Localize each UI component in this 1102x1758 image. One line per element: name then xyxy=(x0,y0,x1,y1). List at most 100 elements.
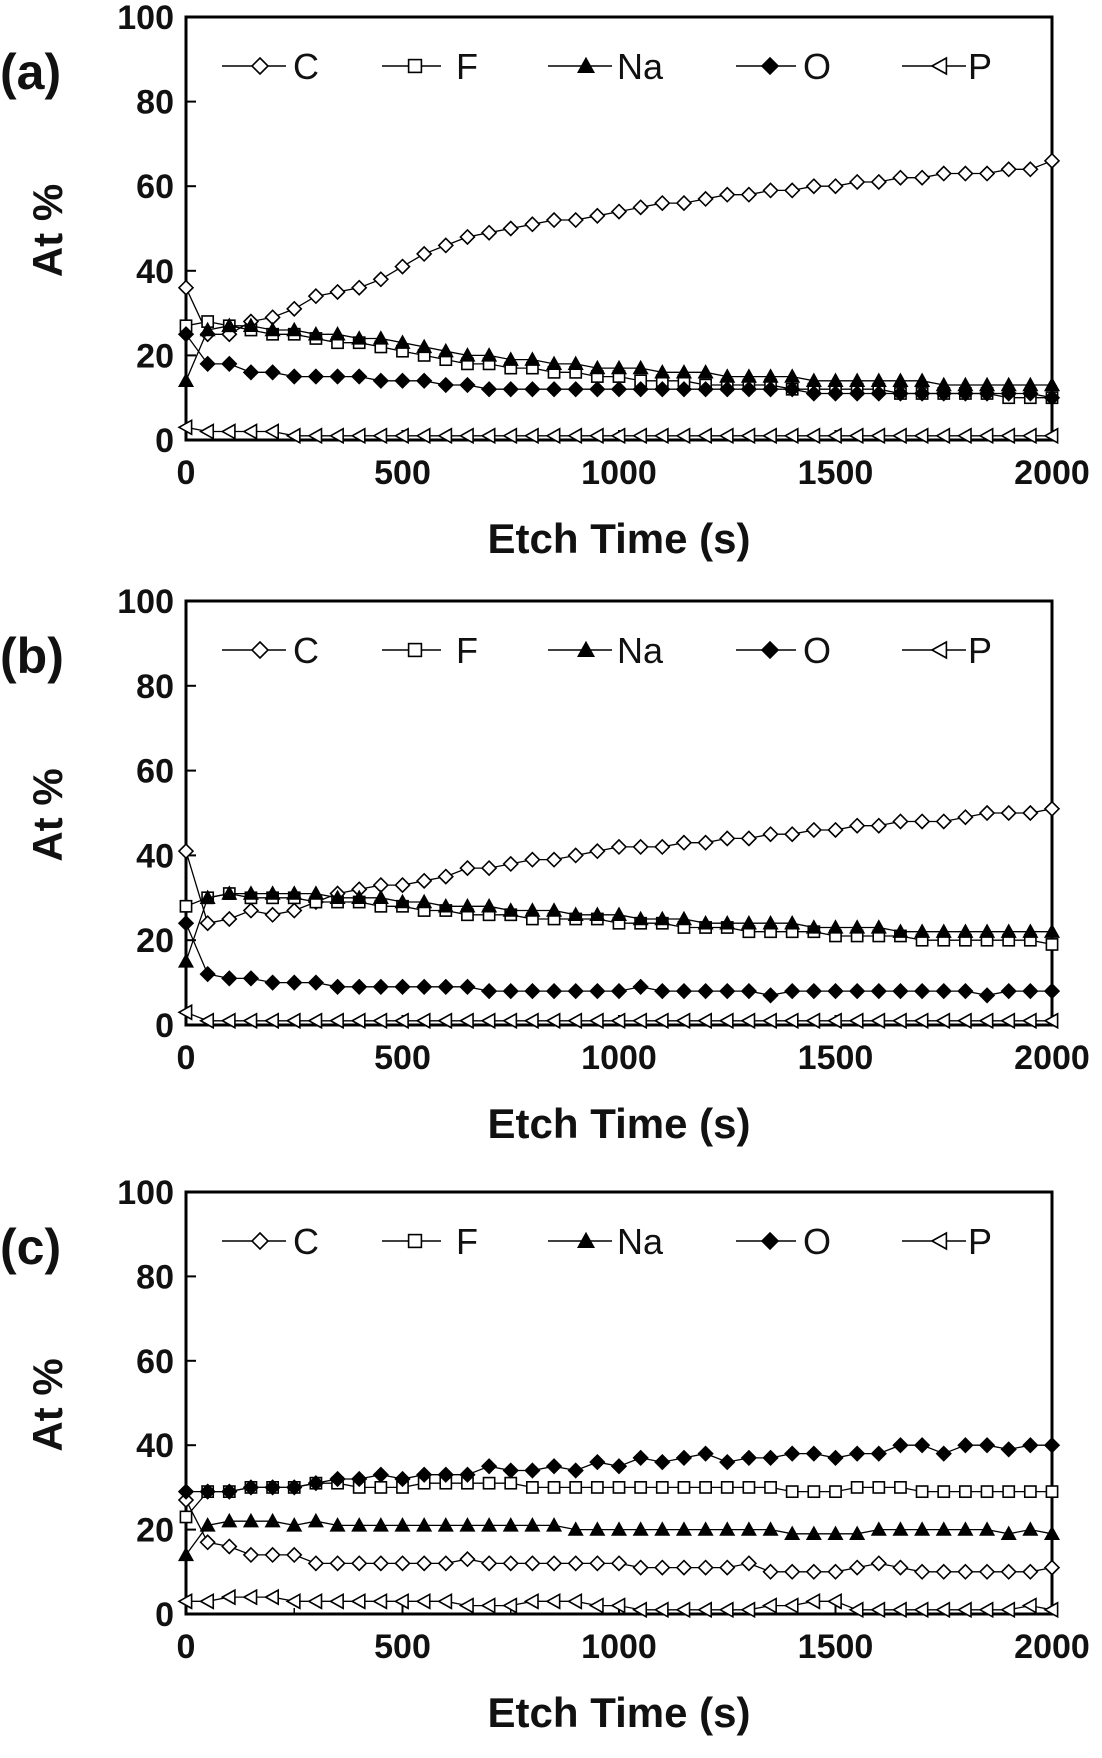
legend-label: F xyxy=(456,1221,478,1262)
data-point xyxy=(177,1546,195,1562)
data-point xyxy=(870,817,887,834)
data-point xyxy=(199,915,216,932)
data-point xyxy=(502,855,519,873)
legend-label: Na xyxy=(617,46,664,87)
y-axis-label: At % xyxy=(24,1358,71,1451)
data-point xyxy=(978,1601,994,1619)
data-point xyxy=(307,288,325,305)
data-point xyxy=(1043,376,1061,392)
data-point xyxy=(1043,1525,1061,1541)
data-point xyxy=(849,372,866,387)
data-point xyxy=(696,1601,713,1619)
data-point xyxy=(524,381,541,398)
data-point xyxy=(545,1555,563,1572)
data-point xyxy=(221,970,238,987)
data-point xyxy=(264,906,281,923)
data-point xyxy=(675,427,691,445)
data-point xyxy=(199,1534,216,1551)
data-point xyxy=(978,427,994,445)
data-point xyxy=(805,982,822,1000)
data-point xyxy=(957,982,974,1000)
data-point xyxy=(525,1481,539,1494)
data-point xyxy=(675,381,693,398)
data-point xyxy=(1043,389,1061,406)
data-point xyxy=(263,423,280,440)
data-point xyxy=(351,978,368,995)
legend-marker xyxy=(930,56,948,76)
data-point xyxy=(892,813,909,830)
data-point xyxy=(524,902,541,917)
data-point xyxy=(1022,385,1039,402)
data-point xyxy=(177,372,195,387)
data-point xyxy=(242,364,260,381)
data-point xyxy=(632,838,649,856)
data-point xyxy=(1002,1485,1016,1499)
series-p xyxy=(177,1588,1059,1619)
data-point xyxy=(913,982,931,1000)
data-point xyxy=(502,902,519,917)
data-point xyxy=(935,1601,951,1619)
legend-label: O xyxy=(803,46,831,87)
data-point xyxy=(632,1012,648,1030)
data-point xyxy=(372,978,389,995)
data-point xyxy=(807,1485,821,1499)
data-point xyxy=(979,923,996,938)
data-point xyxy=(935,165,952,182)
data-point xyxy=(437,342,454,358)
data-point xyxy=(374,1481,388,1494)
data-point xyxy=(654,381,671,398)
x-tick-label: 1500 xyxy=(798,1628,874,1666)
data-point xyxy=(480,427,496,445)
data-point xyxy=(589,1453,606,1471)
x-axis-label: Etch Time (s) xyxy=(488,1689,751,1736)
data-point xyxy=(764,1481,777,1494)
legend-entry-c: C xyxy=(222,1221,319,1262)
data-point xyxy=(957,165,974,182)
series-c xyxy=(177,152,1061,343)
data-point xyxy=(870,372,887,387)
data-point xyxy=(1043,1437,1061,1454)
data-point xyxy=(1043,1012,1059,1030)
data-point xyxy=(199,965,216,983)
legend-label: F xyxy=(456,630,478,671)
data-point xyxy=(913,813,931,830)
data-point xyxy=(242,1012,258,1030)
data-point xyxy=(415,1012,431,1030)
data-point xyxy=(653,1012,669,1030)
data-point xyxy=(264,1479,281,1496)
data-point xyxy=(545,851,563,868)
data-point xyxy=(351,889,368,905)
data-point xyxy=(372,889,389,905)
data-point xyxy=(393,1592,409,1610)
data-point xyxy=(740,427,756,445)
data-point xyxy=(177,915,195,932)
data-point xyxy=(480,224,498,241)
data-point xyxy=(286,902,303,919)
data-point xyxy=(351,1517,368,1532)
data-point xyxy=(588,1012,604,1030)
data-point xyxy=(547,1481,561,1494)
data-point xyxy=(827,1449,844,1466)
data-point xyxy=(482,1476,496,1490)
data-point xyxy=(914,923,931,938)
data-point xyxy=(437,427,453,445)
data-point xyxy=(263,1588,280,1606)
data-point xyxy=(545,381,563,398)
data-point xyxy=(546,902,563,917)
legend-marker xyxy=(760,56,780,76)
data-point xyxy=(761,1597,777,1614)
data-point xyxy=(329,1470,346,1488)
data-point xyxy=(935,813,952,830)
data-point xyxy=(632,1449,649,1466)
data-point xyxy=(242,970,260,987)
data-point xyxy=(502,1597,518,1614)
data-point xyxy=(913,385,931,402)
data-point xyxy=(742,1481,756,1494)
data-point xyxy=(762,987,779,1004)
y-tick-label: 60 xyxy=(136,168,174,206)
data-point xyxy=(242,1512,259,1528)
data-point xyxy=(610,359,628,375)
data-point xyxy=(567,381,584,398)
data-point xyxy=(1043,923,1061,938)
data-point xyxy=(480,1555,498,1572)
